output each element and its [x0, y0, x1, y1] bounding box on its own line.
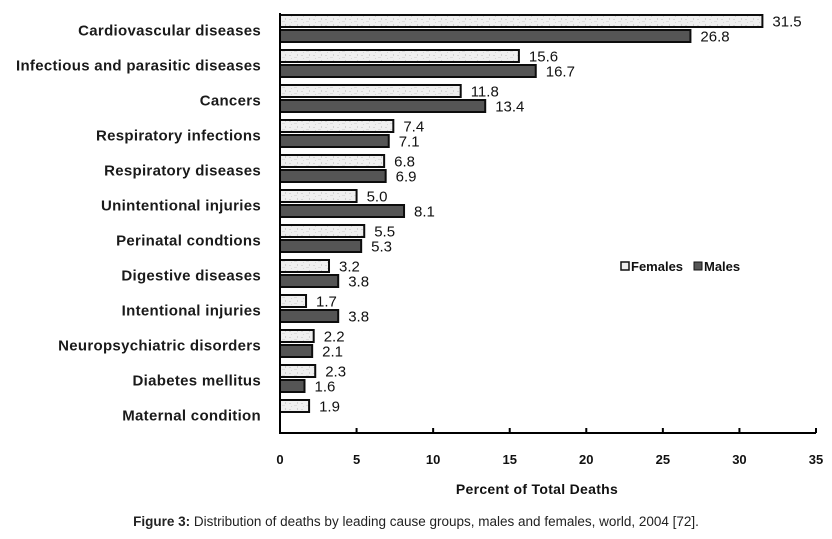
- value-label-males: 1.6: [315, 379, 336, 396]
- category-label: Neuropsychiatric disorders: [58, 338, 261, 355]
- category-label: Respiratory diseases: [104, 163, 261, 180]
- value-label-males: 26.8: [700, 29, 729, 46]
- value-label-males: 6.9: [396, 169, 417, 186]
- value-label-males: 5.3: [371, 239, 392, 256]
- bar-males: [279, 344, 314, 358]
- value-label-males: 16.7: [546, 64, 575, 81]
- value-label-females: 1.7: [316, 294, 337, 311]
- x-tick-label: 20: [579, 452, 593, 467]
- value-label-females: 5.5: [374, 224, 395, 241]
- bar-females: [279, 259, 331, 273]
- category-label: Diabetes mellitus: [133, 373, 261, 390]
- bar-females: [279, 399, 311, 413]
- value-label-males: 3.8: [348, 274, 369, 291]
- bar-males: [279, 239, 363, 253]
- legend-swatch-males: [693, 261, 703, 271]
- value-label-females: 7.4: [403, 119, 424, 136]
- bar-males: [279, 29, 692, 43]
- bar-females: [279, 224, 366, 238]
- value-label-females: 31.5: [772, 14, 801, 31]
- x-axis: 0 5 10 15 20 25 30 35: [276, 13, 823, 467]
- bar-females: [279, 119, 395, 133]
- bar-males: [279, 64, 537, 78]
- category-label: Unintentional injuries: [101, 198, 261, 215]
- value-label-males: 3.8: [348, 309, 369, 326]
- bar-females: [279, 14, 764, 28]
- caption-label: Figure 3:: [133, 514, 191, 529]
- bar-males: [279, 134, 390, 148]
- x-tick-label: 25: [656, 452, 670, 467]
- bar-males: [279, 99, 487, 113]
- value-label-males: 2.1: [322, 344, 343, 361]
- bar-females: [279, 154, 386, 168]
- value-label-males: 13.4: [495, 99, 524, 116]
- x-tick-label: 15: [502, 452, 516, 467]
- category-label: Maternal condition: [122, 408, 261, 425]
- category-label: Perinatal condtions: [116, 233, 261, 250]
- legend-label-males: Males: [704, 259, 740, 274]
- caption-text: Distribution of deaths by leading cause …: [190, 514, 699, 529]
- bar-females: [279, 364, 317, 378]
- category-label: Digestive diseases: [121, 268, 261, 285]
- x-tick-label: 30: [732, 452, 746, 467]
- bar-females: [279, 189, 358, 203]
- value-label-females: 2.3: [325, 364, 346, 381]
- value-label-females: 5.0: [367, 189, 388, 206]
- bar-females: [279, 84, 462, 98]
- category-label: Respiratory infections: [96, 128, 261, 145]
- bar-females: [279, 329, 315, 343]
- legend-swatch-females: [620, 261, 630, 271]
- value-label-females: 6.8: [394, 154, 415, 171]
- value-labels: 31.5 26.8 15.616.7 11.813.4 7.47.1 6.86.9 5.0 8…: [315, 14, 802, 416]
- x-tick-label: 0: [276, 452, 283, 467]
- value-label-females: 15.6: [529, 49, 558, 66]
- bar-males: [279, 204, 406, 218]
- x-tick-label: 35: [809, 452, 823, 467]
- category-label: Cardiovascular diseases: [78, 23, 261, 40]
- legend: Females Males: [620, 259, 740, 274]
- x-tick-label: 5: [353, 452, 360, 467]
- bar-females: [279, 49, 520, 63]
- figure-caption: Figure 3: Distribution of deaths by lead…: [0, 514, 832, 529]
- value-label-females: 3.2: [339, 259, 360, 276]
- x-tick-label: 10: [426, 452, 440, 467]
- value-label-males: 8.1: [414, 204, 435, 221]
- value-label-females: 1.9: [319, 399, 340, 416]
- value-label-females: 2.2: [324, 329, 345, 346]
- value-label-females: 11.8: [471, 84, 499, 101]
- bar-males: [279, 379, 306, 393]
- bar-males: [279, 274, 340, 288]
- legend-label-females: Females: [631, 259, 683, 274]
- bar-males: [279, 169, 387, 183]
- bar-females: [279, 294, 308, 308]
- bar-chart: Cardiovascular diseases Infectious and pa…: [16, 13, 823, 497]
- category-labels: Cardiovascular diseases Infectious and pa…: [16, 23, 261, 425]
- category-label: Cancers: [200, 93, 261, 110]
- x-axis-label: Percent of Total Deaths: [456, 481, 618, 497]
- bar-males: [279, 309, 340, 323]
- category-label: Intentional injuries: [122, 303, 261, 320]
- bars-group: [279, 14, 764, 413]
- value-label-males: 7.1: [399, 134, 420, 151]
- category-label: Infectious and parasitic diseases: [16, 58, 261, 75]
